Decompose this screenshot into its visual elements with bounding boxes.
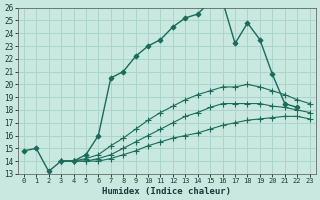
X-axis label: Humidex (Indice chaleur): Humidex (Indice chaleur) [102,187,231,196]
